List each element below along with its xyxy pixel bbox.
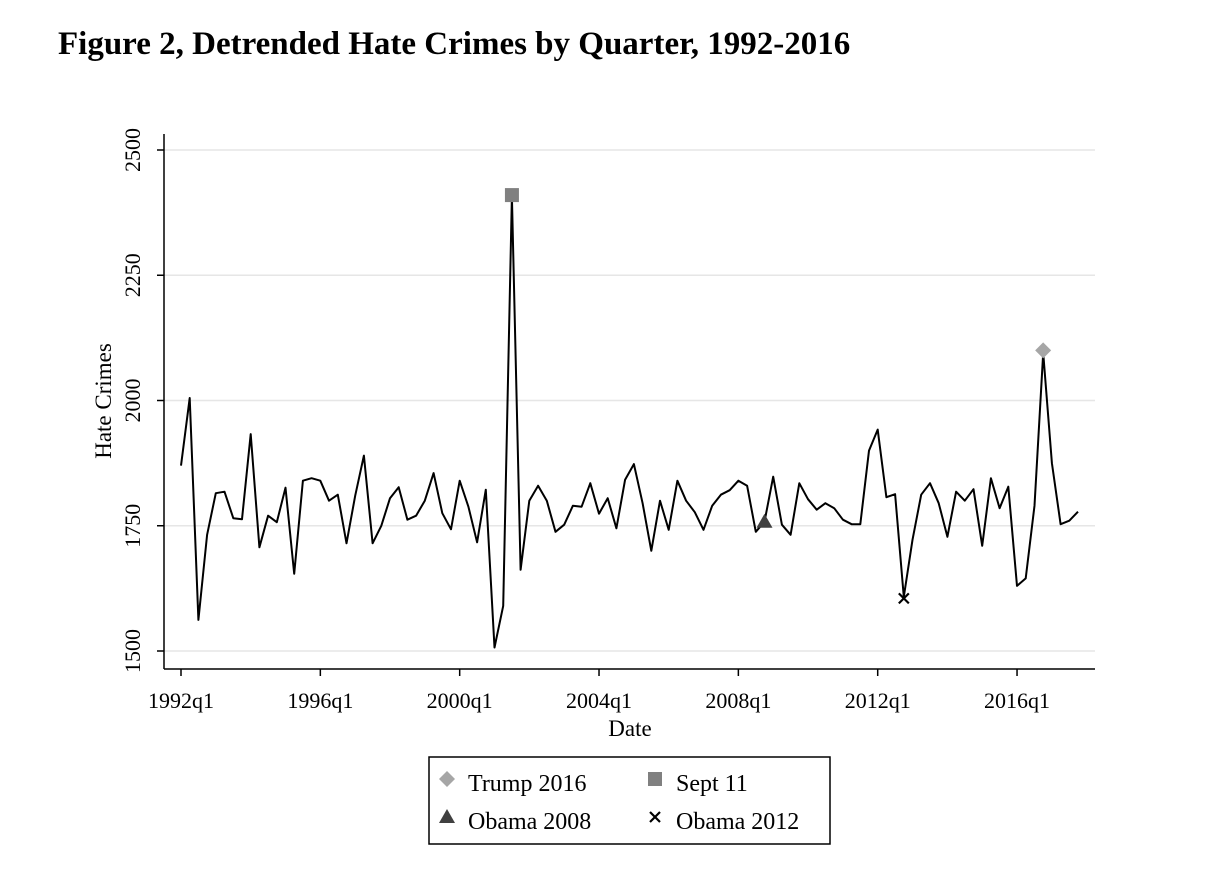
- y-tick-label: 2000: [120, 379, 145, 423]
- y-tick-label: 2500: [120, 128, 145, 172]
- marker-obama-2012: [898, 592, 910, 605]
- legend-key-obama-2012: [649, 811, 661, 823]
- x-tick-label: 1996q1: [287, 688, 353, 713]
- figure-title: Figure 2, Detrended Hate Crimes by Quart…: [58, 26, 851, 62]
- legend-key-obama-2008: [439, 809, 455, 823]
- marker-obama-2008: [756, 513, 773, 528]
- gridlines: [164, 149, 1095, 652]
- legend-label-trump-2016: Trump 2016: [468, 771, 586, 797]
- x-tick-label: 1992q1: [148, 688, 214, 713]
- marker-sept-11: [504, 188, 519, 203]
- legend-label-obama-2008: Obama 2008: [468, 809, 591, 835]
- series-layer: [180, 195, 1079, 649]
- y-axis-title: Hate Crimes: [91, 343, 116, 459]
- x-mark-stroke: [649, 811, 661, 823]
- legend: Trump 2016 Sept 11 Obama 2008 Obama 2012: [428, 756, 831, 845]
- legend-key-trump-2016: [439, 771, 455, 787]
- x-axis-ticks: 1992q1 1996q1 2000q1 2004q1 2008q1 2012q1 2016…: [148, 669, 1050, 713]
- x-tick-label: 2008q1: [705, 688, 771, 713]
- legend-key-sept-11: [648, 772, 662, 786]
- y-axis-ticks: 1500 1750 2000 2250 2500: [120, 128, 164, 673]
- y-tick-label: 2250: [120, 253, 145, 297]
- x-tick-label: 2016q1: [984, 688, 1050, 713]
- event-markers: [504, 188, 1052, 605]
- legend-label-obama-2012: Obama 2012: [676, 809, 799, 835]
- y-tick-label: 1500: [120, 629, 145, 673]
- x-tick-label: 2004q1: [566, 688, 632, 713]
- x-tick-label: 2012q1: [845, 688, 911, 713]
- marker-trump-2016: [1035, 342, 1052, 359]
- x-tick-label: 2000q1: [427, 688, 493, 713]
- legend-label-sept-11: Sept 11: [676, 771, 748, 797]
- y-tick-label: 1750: [120, 504, 145, 548]
- x-axis-title: Date: [608, 716, 651, 741]
- x-mark-stroke: [898, 592, 910, 605]
- series-line: [180, 195, 1079, 649]
- axes: [163, 134, 1095, 670]
- legend-box: [428, 756, 831, 845]
